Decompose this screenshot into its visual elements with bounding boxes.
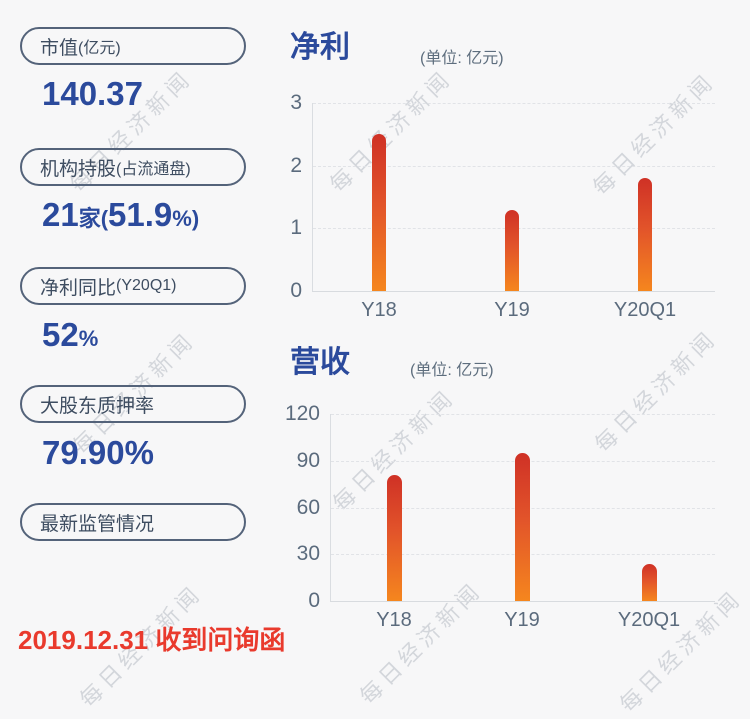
stat-pill-regulation: 最新监管情况 [20, 503, 246, 541]
stat-pill-profit-yoy: 净利同比 (Y20Q1) [20, 267, 246, 305]
stat-label: 最新监管情况 [40, 513, 155, 535]
stat-value-text: 52 [42, 316, 79, 353]
stat-value-institutional-holding: 21家(51.9%) [42, 196, 200, 233]
stat-value-text: 79.90% [42, 434, 154, 471]
bar-Y20Q1 [641, 564, 657, 601]
x-tick-label: Y19 [504, 609, 540, 631]
x-tick-label: Y19 [494, 299, 530, 321]
y-tick-label: 60 [296, 495, 320, 519]
stat-pill-pledge-ratio: 大股东质押率 [20, 385, 246, 423]
bar-Y18 [372, 134, 386, 291]
x-axis-line [330, 601, 715, 602]
chart-title: 净利 [290, 31, 350, 64]
chart-unit-label: (单位: 亿元) [410, 362, 494, 379]
chart-revenue: 营收 (单位: 亿元) 0 30 60 90 120 Y18 Y19 Y20Q1 [283, 338, 743, 653]
gridline [313, 103, 715, 104]
stat-label-paren: (亿元) [78, 40, 121, 57]
stat-value-profit-yoy: 52% [42, 316, 99, 353]
bar-Y18 [386, 475, 402, 601]
gridline [313, 165, 715, 167]
stat-value-market-cap: 140.37 [42, 77, 143, 110]
stat-pill-market-cap: 市值 (亿元) [20, 27, 246, 65]
chart-net-profit: 净利 (单位: 亿元) 0 1 2 3 Y18 Y19 Y20Q1 [283, 26, 743, 331]
bar-Y20Q1 [638, 178, 652, 291]
bar-Y19 [505, 210, 519, 291]
x-axis-line [312, 291, 715, 292]
stat-label-paren: (占流通盘) [116, 161, 191, 178]
stat-label: 净利同比 [40, 277, 117, 299]
y-tick-label: 0 [308, 589, 320, 612]
stat-label-paren: (Y20Q1) [116, 277, 177, 294]
x-tick-label: Y18 [361, 299, 397, 321]
y-tick-label: 30 [296, 542, 320, 566]
y-tick-label: 90 [296, 448, 320, 472]
x-tick-label: Y20Q1 [617, 609, 681, 631]
y-tick-label: 2 [290, 153, 302, 177]
y-axis-line [330, 414, 331, 601]
chart-unit-label: (单位: 亿元) [420, 50, 504, 67]
gridline [331, 414, 715, 415]
x-tick-label: Y20Q1 [613, 299, 677, 321]
bar-Y19 [514, 453, 530, 601]
stat-value-text: 21 [42, 196, 79, 233]
stat-pill-institutional-holding: 机构持股 (占流通盘) [20, 148, 246, 186]
x-tick-label: Y18 [376, 609, 412, 631]
regulation-note: 2019.12.31 收到问询函 [18, 625, 286, 655]
stat-label: 大股东质押率 [40, 395, 155, 417]
y-axis-line [312, 103, 313, 291]
stat-value-text: 140.37 [42, 75, 143, 112]
stat-label: 市值 [40, 37, 79, 59]
y-tick-label: 0 [290, 279, 302, 302]
y-tick-label: 3 [290, 91, 302, 114]
y-tick-label: 1 [290, 216, 302, 240]
stat-label: 机构持股 [40, 158, 117, 180]
y-tick-label: 120 [284, 402, 320, 425]
infographic-page: { "watermark": { "text": "每日经济新闻" }, "st… [18, 26, 748, 718]
stat-value-pledge-ratio: 79.90% [42, 436, 154, 469]
chart-title: 营收 [290, 346, 350, 379]
